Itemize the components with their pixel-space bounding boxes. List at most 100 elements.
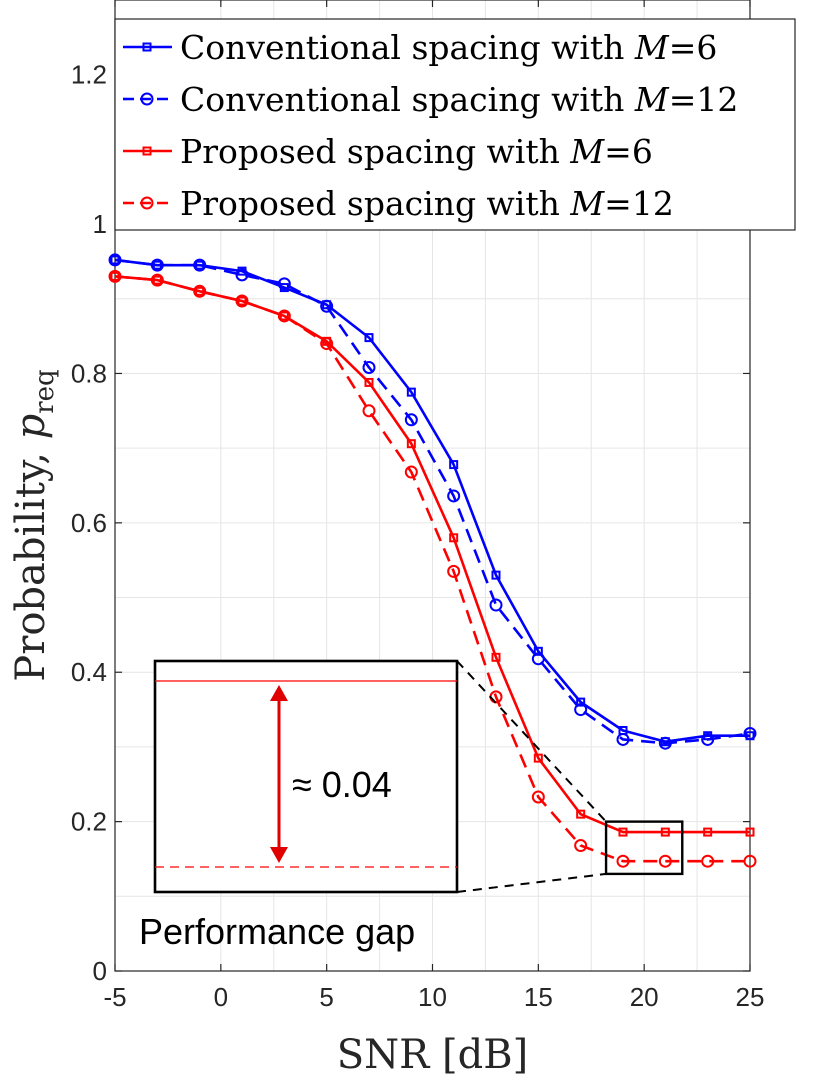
y-tick-label: 1 [93, 209, 107, 239]
data-point [658, 736, 672, 750]
y-axis-title-variable: p [8, 414, 54, 440]
data-point [574, 839, 588, 853]
data-point [616, 854, 630, 868]
data-point [108, 253, 122, 267]
series-layer [108, 253, 757, 868]
y-tick-label: 0.6 [71, 508, 107, 538]
gap-arrow-head-up [270, 685, 288, 701]
legend-entry-3: Proposed spacing with M=12 [123, 184, 674, 223]
data-point [277, 309, 291, 323]
data-point [703, 827, 713, 837]
data-point [745, 827, 755, 837]
data-point [406, 439, 416, 449]
performance-gap-caption: Performance gap [139, 911, 415, 952]
y-axis-title-main: Probability, [8, 439, 54, 681]
data-point [150, 273, 164, 287]
x-tick-label: 0 [214, 982, 228, 1012]
series-0 [110, 255, 755, 747]
data-point [533, 646, 543, 656]
data-point [531, 652, 545, 666]
legend-label-prefix: Proposed spacing with [180, 184, 570, 223]
gap-arrow-head-down [270, 847, 288, 863]
x-tick-label: 20 [630, 982, 659, 1012]
data-point [235, 294, 249, 308]
data-point [406, 387, 416, 397]
inset-frame [153, 659, 459, 894]
data-point [449, 460, 459, 470]
data-point [576, 697, 586, 707]
x-tick-label: 25 [736, 982, 765, 1012]
data-point [701, 854, 715, 868]
data-point [449, 533, 459, 543]
x-tick-label: 10 [418, 982, 447, 1012]
zoom-connector-top [456, 660, 607, 823]
legend-marker-sample [140, 92, 154, 106]
series-1 [108, 253, 757, 750]
legend-label: Proposed spacing with M=6 [180, 132, 653, 171]
legend-label-suffix: =12 [669, 80, 739, 119]
axis-titles: SNR [dB] Probability, preq [8, 369, 528, 1078]
y-tick-label: 0.4 [71, 657, 107, 687]
legend-entry-0: Conventional spacing with M=6 [123, 28, 717, 67]
y-tick-label: 0.2 [71, 807, 107, 837]
data-point [616, 732, 630, 746]
data-point [618, 827, 628, 837]
data-point [279, 311, 289, 321]
x-axis-title: SNR [dB] [337, 1032, 528, 1078]
data-point [658, 854, 672, 868]
series-line-1 [114, 258, 751, 745]
data-point [320, 299, 334, 313]
x-tick-label: 5 [319, 982, 333, 1012]
legend-entry-1: Conventional spacing with M=12 [123, 80, 738, 119]
data-point [108, 269, 122, 283]
zoom-region-box [604, 820, 684, 876]
legend-label: Conventional spacing with M=12 [180, 80, 738, 119]
data-point [743, 854, 757, 868]
y-tick-label: 0.8 [71, 358, 107, 388]
data-point [447, 489, 461, 503]
data-point [576, 809, 586, 819]
legend-label-prefix: Conventional spacing with [180, 80, 635, 119]
legend-marker-sample [140, 196, 154, 210]
data-point [362, 360, 376, 374]
y-axis-title-subscript: req [30, 369, 60, 413]
series-line-3 [114, 275, 750, 863]
data-point [533, 753, 543, 763]
zoom-inset: ≈ 0.04 [153, 659, 459, 894]
data-point [660, 827, 670, 837]
legend-label-suffix: =6 [604, 132, 653, 171]
data-point [404, 465, 418, 479]
legend-marker-sample [142, 42, 152, 52]
legend-label: Conventional spacing with M=6 [180, 28, 717, 67]
x-tick-label: -5 [103, 982, 126, 1012]
series-3 [108, 269, 757, 868]
gap-label: ≈ 0.04 [292, 764, 392, 805]
legend-label-prefix: Proposed spacing with [180, 132, 570, 171]
x-tick-label: 15 [524, 982, 553, 1012]
data-point [404, 413, 418, 427]
y-axis-title: Probability, preq [8, 369, 60, 681]
y-tick-label: 0 [93, 956, 107, 986]
data-point [364, 333, 374, 343]
data-point [150, 258, 164, 272]
data-point [491, 652, 501, 662]
legend-marker-sample [142, 146, 152, 156]
data-point [362, 404, 376, 418]
legend-label-suffix: =12 [604, 184, 674, 223]
legend: Conventional spacing with M=6Conventiona… [114, 18, 796, 231]
data-point [491, 570, 501, 580]
data-point [743, 726, 757, 740]
data-point [489, 598, 503, 612]
legend-label-variable: M [634, 80, 670, 119]
data-point [193, 284, 207, 298]
legend-label-prefix: Conventional spacing with [180, 28, 635, 67]
data-point [447, 564, 461, 578]
y-tick-label: 1.2 [71, 60, 107, 90]
data-point [193, 258, 207, 272]
legend-label: Proposed spacing with M=12 [180, 184, 674, 223]
data-point [320, 337, 334, 351]
data-point [364, 377, 374, 387]
data-point [277, 277, 291, 291]
